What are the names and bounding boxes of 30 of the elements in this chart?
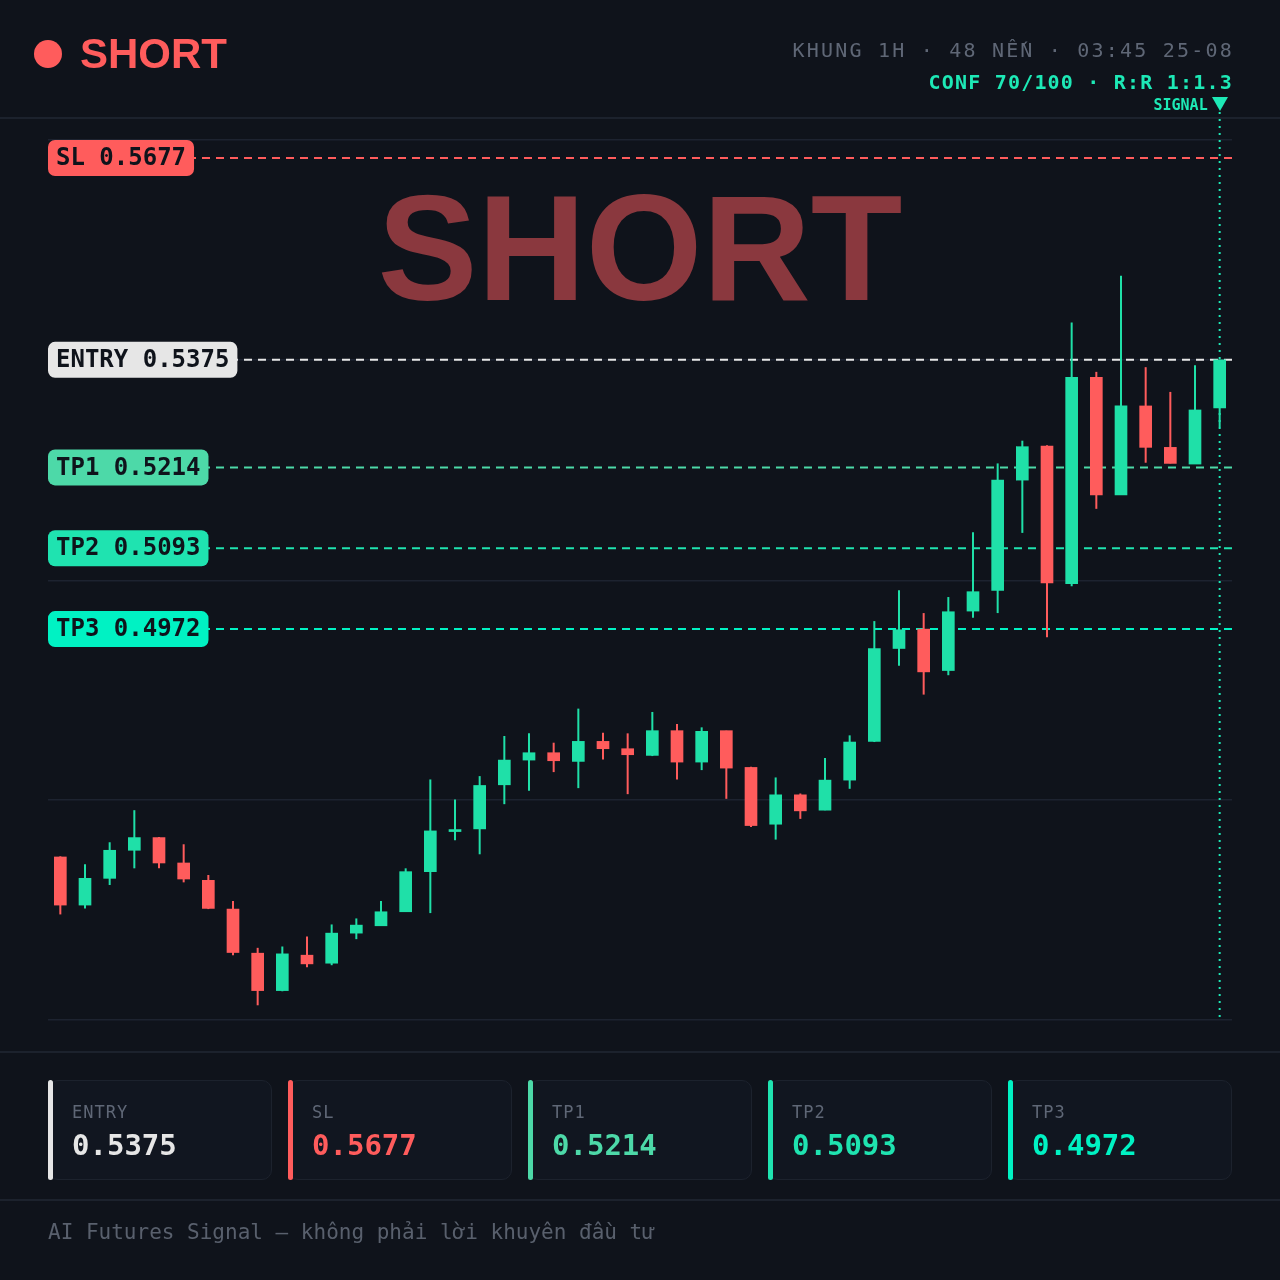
text: SIGNAL [1153,96,1208,114]
candlestick [177,843,190,884]
candlestick [596,731,610,761]
candlestick [892,589,906,667]
info-card: TP1 0.5214 [528,1080,752,1180]
annotation: SHORT [377,164,903,333]
candlestick [621,732,634,796]
ref-line-label: SL 0.5677 [56,143,187,172]
candlestick [448,798,462,842]
info-card: ENTRY 0.5375 [48,1080,272,1180]
candlestick [374,900,388,927]
candlestick [300,935,314,969]
candlestick [547,741,560,774]
info-card: SL 0.5677 [288,1080,512,1180]
candlestick [350,917,363,941]
ref-line-label: ENTRY 0.5375 [56,345,230,374]
chart-subtitle: KHUNG 1H · 48 NẾN · 03:45 25-08 [792,38,1234,62]
ref-line-label: TP1 0.5214 [56,452,201,481]
text: AI Futures Signal — không phải lời khuyên đầu tư [48,1220,655,1244]
text: CONF 70/100 · R:R 1:1.3 [928,70,1233,94]
candlestick [128,809,141,870]
ref-line-label: TP3 0.4972 [56,614,201,643]
info-card: TP3 0.4972 [1008,1080,1232,1180]
candlestick [1164,390,1177,465]
candlestick [794,792,807,820]
candlestick [522,732,536,792]
chart-title: SHORT [80,29,227,79]
ref-line-label: TP2 0.5093 [56,533,201,562]
info-card: TP2 0.5093 [768,1080,992,1180]
candlestick [572,707,585,790]
